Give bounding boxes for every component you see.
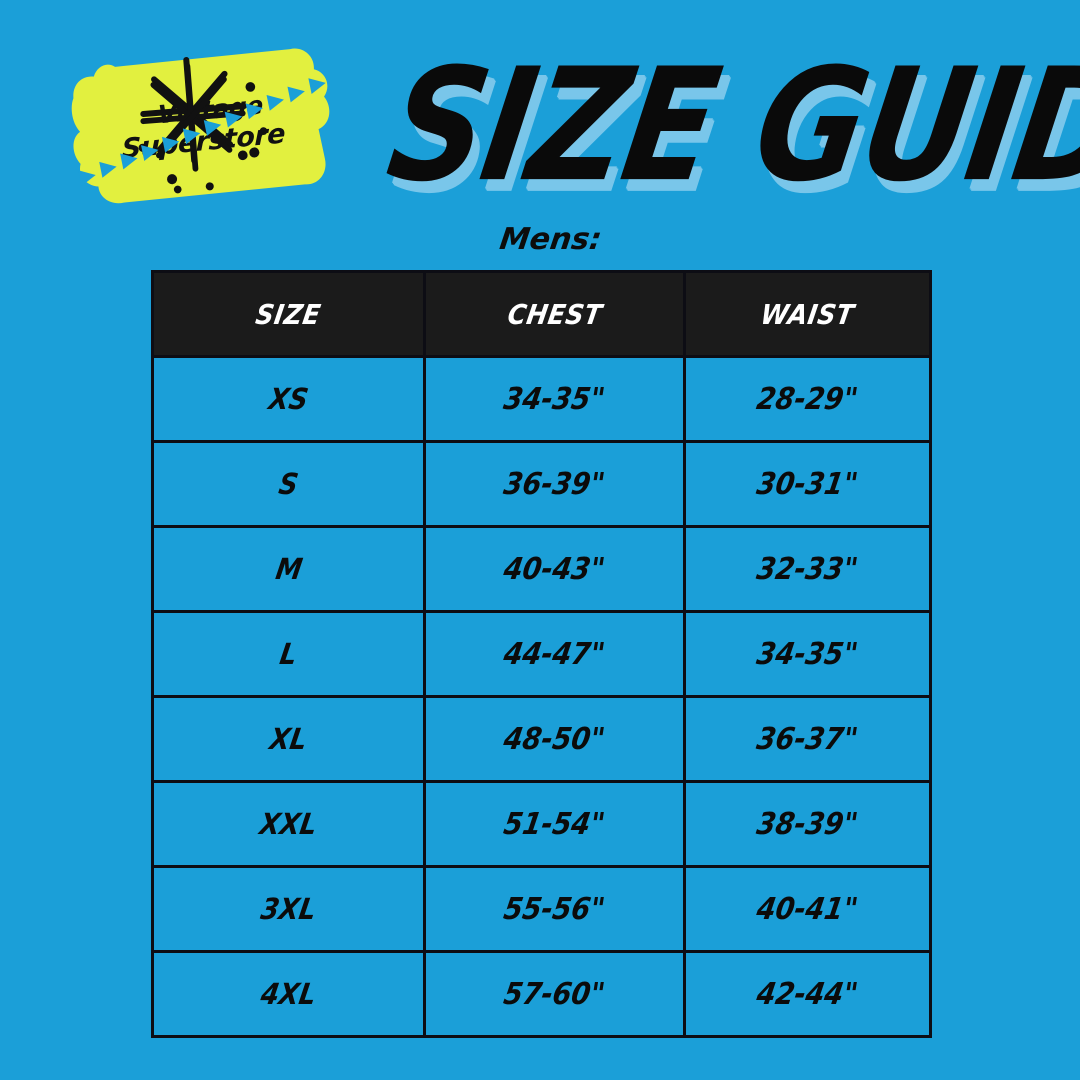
cell-size-label: S: [276, 467, 301, 502]
table-row: XS 34-35" 28-29": [151, 355, 932, 443]
cell-chest: 48-50": [423, 695, 686, 783]
cell-chest: 36-39": [423, 440, 686, 528]
cell-chest-label: 57-60": [501, 976, 608, 1012]
cell-waist-label: 40-41": [754, 891, 861, 927]
cell-waist: 38-39": [683, 780, 932, 868]
cell-chest: 40-43": [423, 525, 686, 613]
cell-waist-label: 36-37": [754, 721, 861, 757]
cell-waist: 40-41": [683, 865, 932, 953]
cell-waist: 34-35": [683, 610, 932, 698]
arrow-row-icon: [78, 78, 326, 187]
cell-chest: 55-56": [423, 865, 686, 953]
table-row: S 36-39" 30-31": [151, 440, 932, 528]
column-header-waist: WAIST: [683, 270, 932, 358]
table-header-row: SIZE CHEST WAIST: [151, 270, 932, 358]
cell-waist-label: 30-31": [754, 466, 861, 502]
column-header-waist-label: WAIST: [758, 298, 857, 330]
cell-chest: 51-54": [423, 780, 686, 868]
cell-size-label: XXL: [257, 807, 320, 842]
page-title: SIZE GUIDE: [378, 35, 1080, 217]
cell-chest-label: 48-50": [501, 721, 608, 757]
cell-waist-label: 28-29": [754, 381, 861, 417]
cell-chest: 44-47": [423, 610, 686, 698]
cell-waist: 30-31": [683, 440, 932, 528]
cell-waist: 32-33": [683, 525, 932, 613]
cell-size: 3XL: [151, 865, 426, 953]
table-row: 3XL 55-56" 40-41": [151, 865, 932, 953]
cell-size: S: [151, 440, 426, 528]
page-title-text: SIZE GUIDE: [377, 35, 1080, 217]
cell-chest-label: 36-39": [501, 466, 608, 502]
cell-chest: 34-35": [423, 355, 686, 443]
cell-chest-label: 51-54": [501, 806, 608, 842]
size-guide-table: SIZE CHEST WAIST XS 34-35" 28-29" S 36-3…: [151, 270, 932, 1038]
cell-size-label: 4XL: [258, 977, 319, 1012]
cell-size-label: M: [272, 552, 305, 587]
cell-chest-label: 34-35": [501, 381, 608, 417]
cell-waist: 36-37": [683, 695, 932, 783]
cell-waist: 42-44": [683, 950, 932, 1038]
column-header-chest-label: CHEST: [505, 298, 604, 330]
table-row: XL 48-50" 36-37": [151, 695, 932, 783]
table-row: XXL 51-54" 38-39": [151, 780, 932, 868]
cell-size: M: [151, 525, 426, 613]
cell-size-label: L: [277, 637, 300, 672]
cell-size-label: XL: [267, 722, 310, 757]
cell-waist-label: 38-39": [754, 806, 861, 842]
cell-size: 4XL: [151, 950, 426, 1038]
column-header-chest: CHEST: [423, 270, 686, 358]
cell-chest-label: 40-43": [501, 551, 608, 587]
column-header-size: SIZE: [151, 270, 426, 358]
cell-size-label: 3XL: [258, 892, 319, 927]
cell-size: XXL: [151, 780, 426, 868]
column-header-size-label: SIZE: [253, 298, 324, 330]
table-subtitle: Mens:: [497, 222, 604, 257]
table-row: 4XL 57-60" 42-44": [151, 950, 932, 1038]
cell-waist: 28-29": [683, 355, 932, 443]
cell-size-label: XS: [266, 382, 311, 417]
vintage-superstore-logo: Vintage Superstore: [67, 42, 344, 210]
cell-chest-label: 55-56": [501, 891, 608, 927]
cell-waist-label: 42-44": [754, 976, 861, 1012]
table-row: M 40-43" 32-33": [151, 525, 932, 613]
cell-size: XL: [151, 695, 426, 783]
cell-size: L: [151, 610, 426, 698]
table-row: L 44-47" 34-35": [151, 610, 932, 698]
cell-waist-label: 34-35": [754, 636, 861, 672]
cell-size: XS: [151, 355, 426, 443]
cell-chest-label: 44-47": [501, 636, 608, 672]
cell-chest: 57-60": [423, 950, 686, 1038]
cell-waist-label: 32-33": [754, 551, 861, 587]
